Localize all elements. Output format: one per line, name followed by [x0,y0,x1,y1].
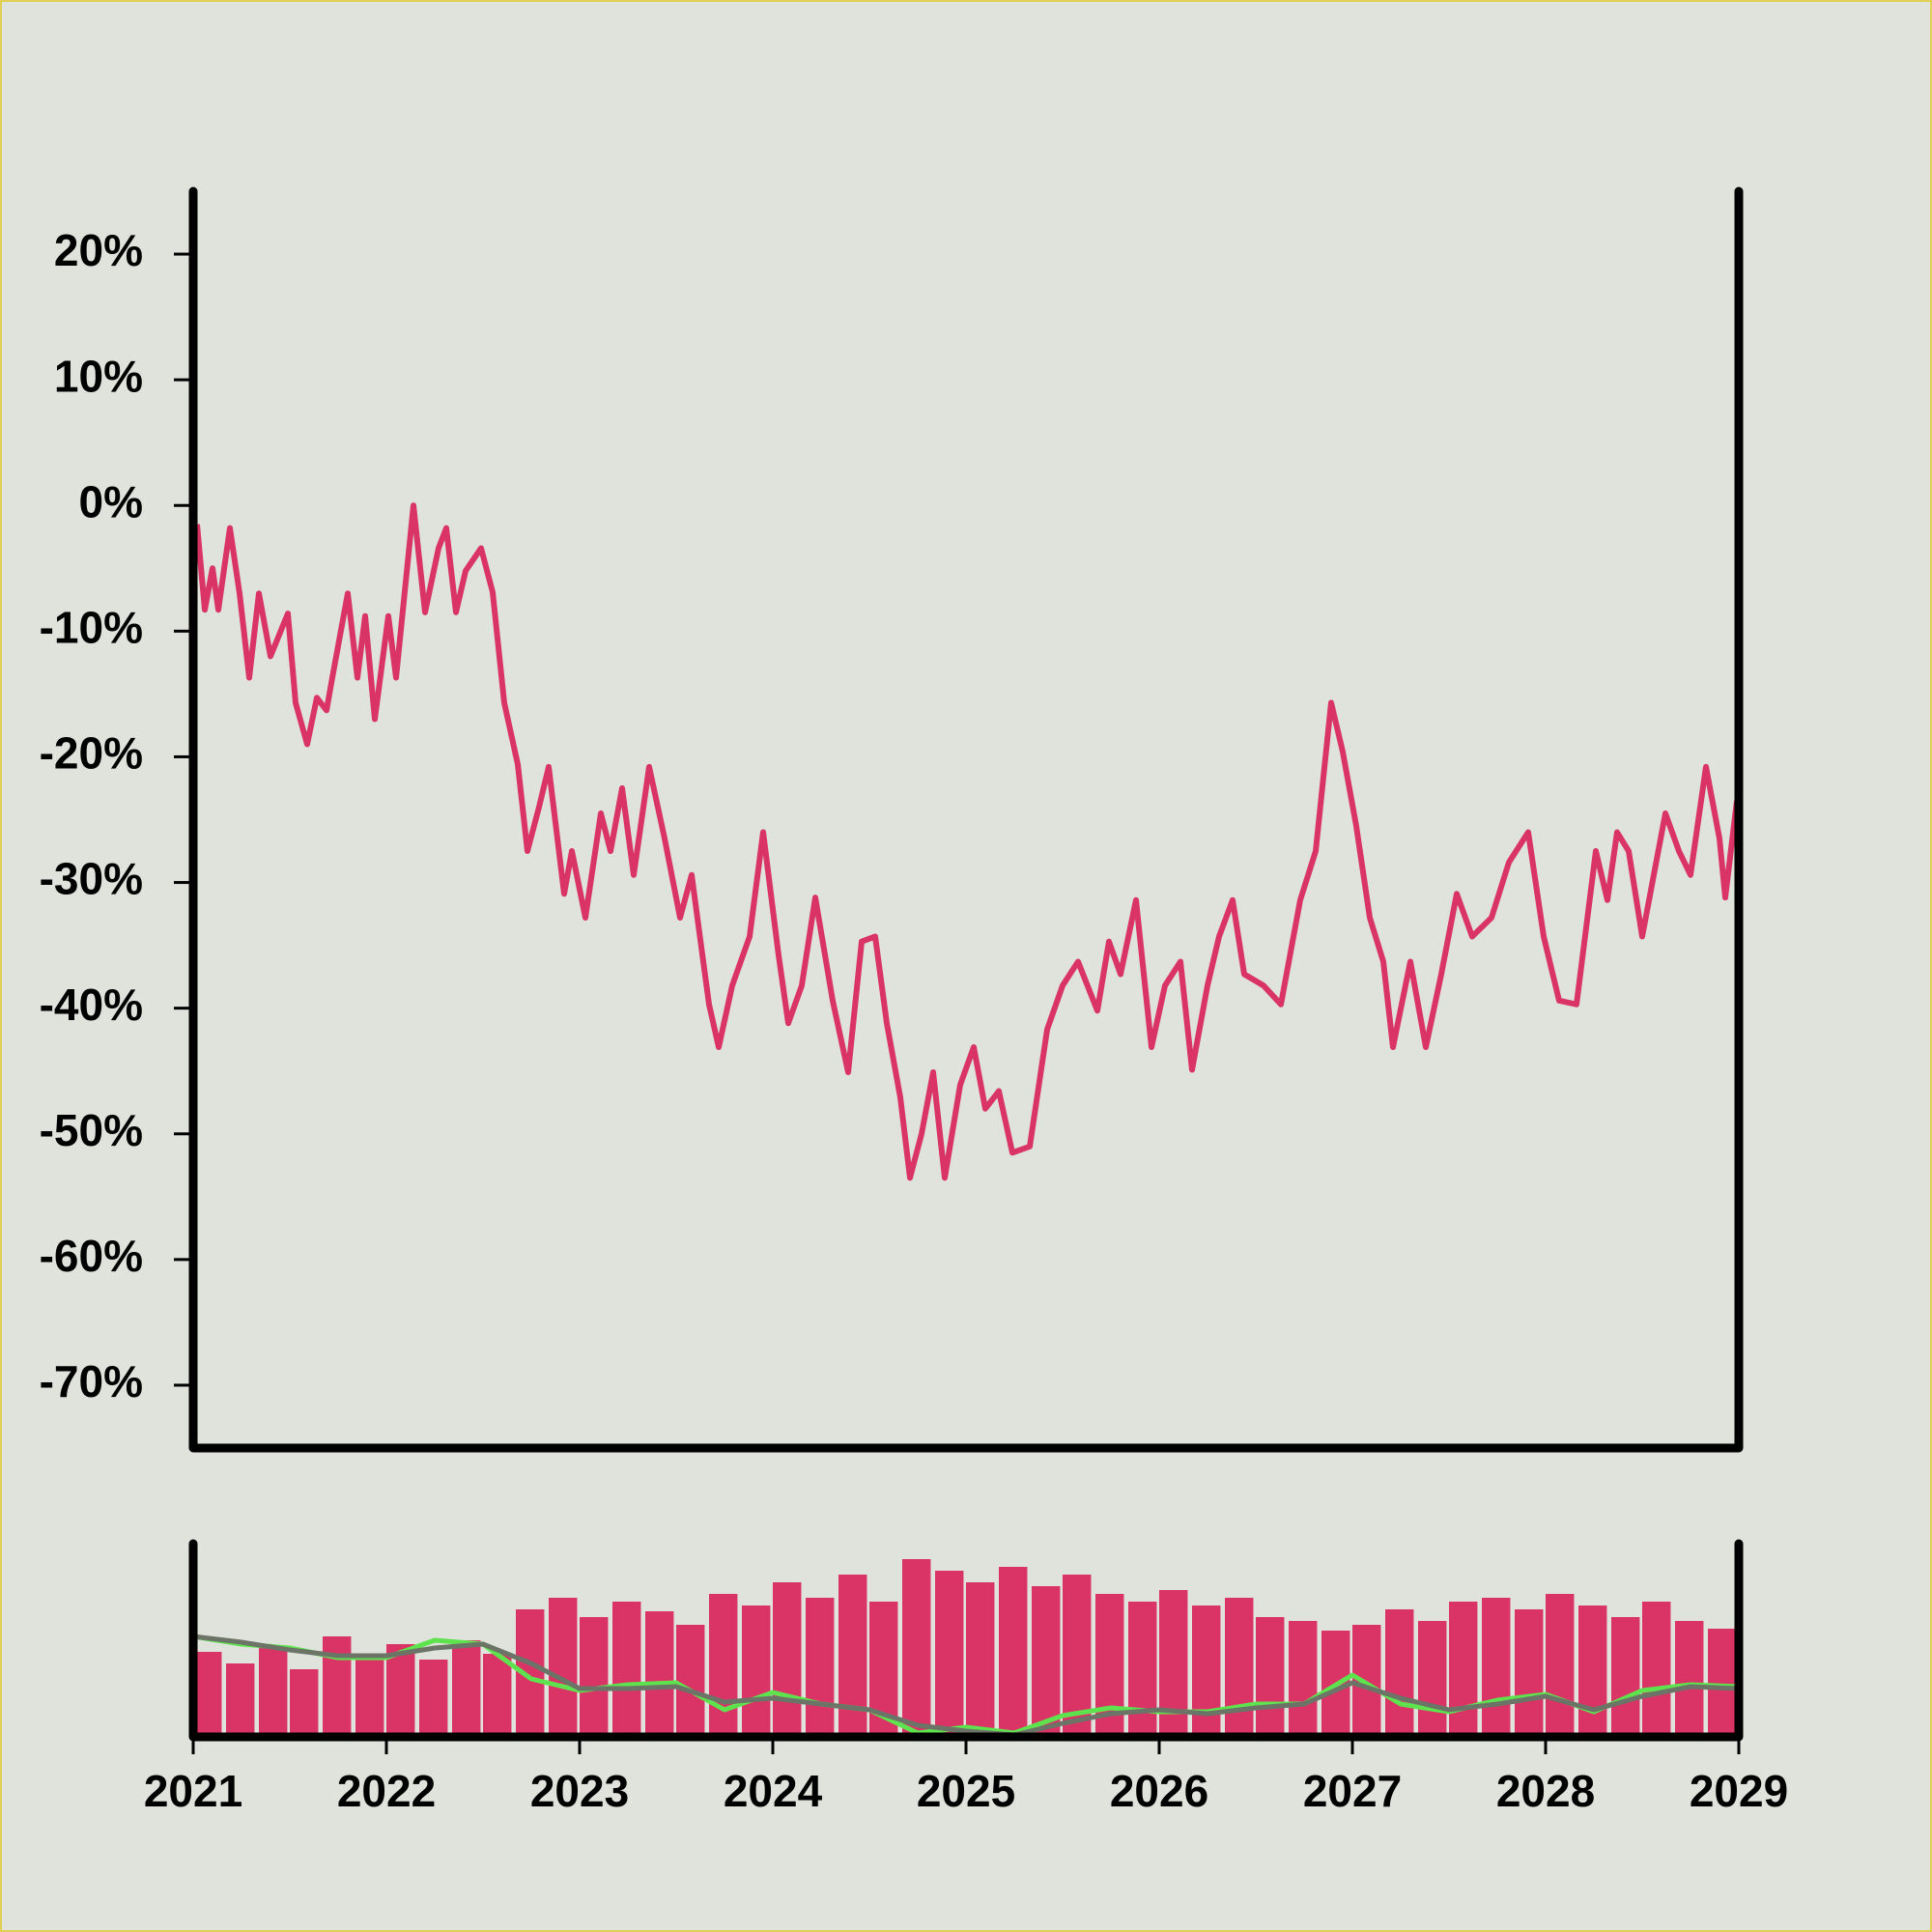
x-tick-label: 2027 [1303,1766,1402,1816]
volume-bar [645,1611,674,1737]
volume-bar [1515,1609,1544,1737]
volume-bar [549,1598,578,1737]
x-tick-label: 2024 [724,1766,823,1816]
y-tick-label: -50% [40,1105,143,1155]
volume-bar [226,1663,255,1737]
volume-bar [902,1559,931,1737]
price-line [194,502,1740,1181]
x-tick-label: 2029 [1690,1766,1788,1816]
volume-bar [1032,1586,1061,1737]
volume-bar [1675,1621,1704,1737]
y-tick-label: 0% [79,476,143,526]
volume-bar [742,1605,771,1737]
volume-bar [1611,1617,1640,1737]
volume-bar [806,1598,835,1737]
volume-bar [193,1652,222,1737]
y-tick-label: -60% [40,1231,143,1281]
x-tick-label: 2023 [530,1766,629,1816]
y-tick-label: 10% [54,351,143,401]
y-tick-label: -30% [40,854,143,904]
average-line [192,1634,1740,1738]
axis-frame [188,186,1744,1453]
volume-bar [1708,1629,1737,1737]
volume-bar [838,1575,867,1737]
volume-bar [1225,1598,1254,1737]
volume-bar [386,1644,415,1737]
y-tick-label: -70% [40,1356,143,1406]
y-tick-label: 20% [54,225,143,275]
volume-bar [773,1582,802,1737]
volume-bar [1128,1602,1157,1737]
volume-bar [1578,1605,1607,1737]
x-tick-label: 2022 [337,1766,436,1816]
axis-frame [188,1539,1744,1742]
volume-bar [580,1617,609,1737]
volume-bar [419,1660,448,1737]
volume-bar [1418,1621,1447,1737]
volume-bar [1482,1598,1511,1737]
volume-bar [483,1654,512,1737]
volume-bar [1385,1609,1414,1737]
volume-bar [452,1640,481,1737]
volume-bar [1546,1594,1575,1737]
volume-bar [1159,1590,1188,1737]
volume-bar [612,1602,641,1737]
volume-bar [259,1646,288,1737]
x-tick-label: 2026 [1110,1766,1208,1816]
volume-bar [355,1656,384,1737]
y-tick-label: -40% [40,980,143,1030]
x-tick-label: 2025 [917,1766,1015,1816]
volume-bar [290,1669,319,1737]
volume-bar [1449,1602,1478,1737]
y-tick-label: -10% [40,603,143,653]
volume-bar [1192,1605,1221,1737]
volume-bar [1256,1617,1285,1737]
volume-bar [709,1594,738,1737]
volume-bar [1642,1602,1671,1737]
volume-bar [323,1636,352,1737]
y-tick-label: -20% [40,728,143,779]
volume-bar [935,1571,964,1737]
volume-bar [676,1625,705,1737]
volume-bar [999,1567,1028,1737]
volume-bar [1289,1621,1318,1737]
x-tick-label: 2021 [144,1766,242,1816]
volume-bar [966,1582,995,1737]
x-tick-label: 2028 [1496,1766,1595,1816]
